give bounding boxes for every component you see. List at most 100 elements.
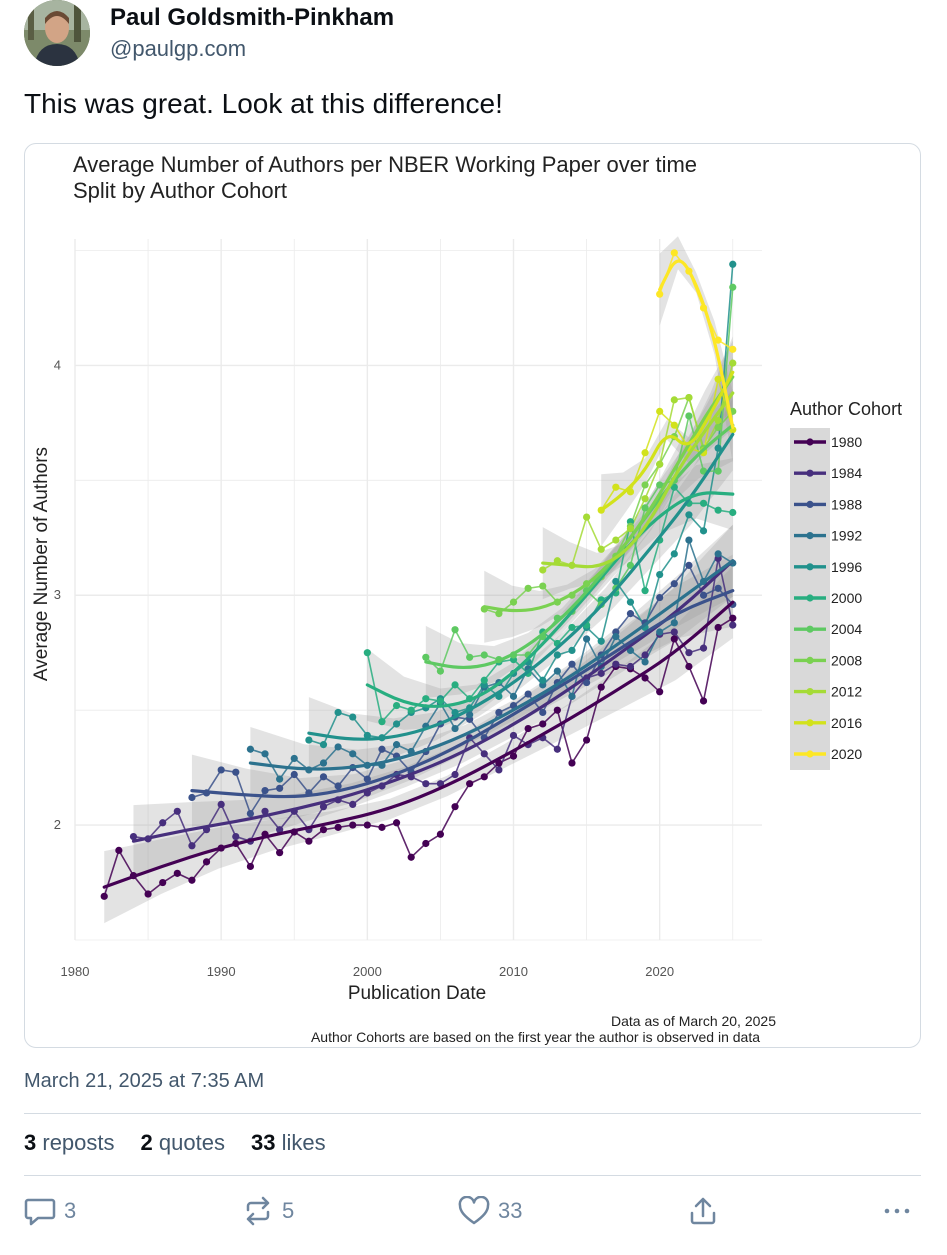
- smooth-line-1996: [307, 432, 735, 741]
- data-point-1996: [597, 637, 605, 645]
- legend-label-2020: 2020: [831, 746, 862, 762]
- legend-label-1996: 1996: [831, 559, 862, 575]
- heart-icon: [458, 1196, 490, 1225]
- data-point-1984: [159, 819, 167, 827]
- divider: [24, 1113, 921, 1114]
- data-point-1980: [524, 724, 532, 733]
- data-point-1980: [685, 662, 693, 671]
- data-point-1996: [612, 577, 620, 586]
- data-point-1984: [188, 842, 196, 850]
- data-point-1992: [582, 635, 591, 643]
- data-point-2016: [714, 375, 722, 383]
- data-point-2008: [641, 481, 649, 489]
- data-point-1980: [319, 826, 328, 834]
- data-point-2000: [363, 649, 371, 657]
- data-point-1984: [349, 800, 357, 808]
- likes-stat[interactable]: 33 likes: [251, 1130, 326, 1156]
- smooth-line-2016: [599, 370, 735, 512]
- series-line-2012: [542, 362, 734, 571]
- data-point-1996: [319, 741, 328, 749]
- reply-button[interactable]: 3: [24, 1196, 76, 1226]
- repost-icon: [246, 1196, 270, 1226]
- data-point-1980: [539, 720, 547, 728]
- data-point-2000: [699, 499, 708, 507]
- data-point-1996: [685, 511, 693, 519]
- data-point-2020: [670, 249, 678, 257]
- author-name[interactable]: Paul Goldsmith-Pinkham: [110, 4, 395, 31]
- like-button[interactable]: 33: [458, 1196, 522, 1226]
- data-point-2012: [656, 460, 664, 468]
- data-point-2004: [480, 651, 488, 659]
- data-point-1984: [509, 731, 518, 740]
- data-point-1980: [436, 830, 445, 838]
- data-point-1996: [553, 651, 561, 659]
- chart-image[interactable]: Average Number of Authors per NBER Worki…: [24, 143, 921, 1048]
- data-point-1992: [349, 750, 357, 758]
- data-point-1980: [699, 697, 708, 705]
- data-point-1984: [217, 800, 225, 808]
- reply-count: 3: [64, 1198, 77, 1223]
- author-handle[interactable]: @paulgp.com: [110, 36, 247, 61]
- data-point-1988: [568, 660, 576, 668]
- chart: Average Number of Authors per NBER Worki…: [31, 152, 902, 1045]
- legend-key-point-2012: [806, 688, 814, 696]
- data-point-1980: [451, 803, 459, 811]
- data-point-2008: [714, 423, 722, 432]
- confidence-band-2008: [484, 340, 733, 643]
- reposts-label: reposts: [42, 1130, 115, 1155]
- data-point-1980: [349, 821, 357, 829]
- post-timestamp[interactable]: March 21, 2025 at 7:35 AM: [24, 1070, 265, 1092]
- data-point-1980: [276, 849, 284, 857]
- data-point-1984: [495, 766, 503, 774]
- legend-key-point-1988: [806, 500, 814, 508]
- data-point-1996: [626, 598, 635, 606]
- data-point-2020: [714, 336, 722, 344]
- legend-key-point-2004: [806, 625, 814, 633]
- share-button[interactable]: [688, 1196, 718, 1226]
- legend-key-point-2020: [806, 750, 814, 758]
- more-options-button[interactable]: [882, 1196, 912, 1226]
- legend-label-2004: 2004: [831, 621, 862, 637]
- data-point-1984: [129, 832, 138, 841]
- data-point-1980: [729, 614, 737, 622]
- data-point-2000: [451, 681, 459, 689]
- data-point-1984: [729, 621, 737, 629]
- legend-key-point-2008: [806, 656, 814, 665]
- data-point-1992: [334, 743, 342, 751]
- data-point-1980: [480, 773, 488, 781]
- data-point-1988: [714, 584, 722, 592]
- data-point-1984: [626, 662, 635, 671]
- avatar[interactable]: [24, 0, 90, 66]
- data-point-2016: [656, 407, 664, 415]
- data-point-1980: [641, 674, 649, 682]
- legend-label-2000: 2000: [831, 590, 862, 606]
- y-tick-label: 3: [54, 587, 61, 602]
- data-point-2008: [495, 610, 503, 618]
- data-point-1988: [524, 690, 532, 698]
- smooth-line-1988: [190, 589, 735, 799]
- x-axis-label: Publication Date: [348, 983, 486, 1004]
- data-point-2012: [714, 416, 722, 425]
- data-point-1988: [188, 793, 196, 802]
- data-point-2016: [670, 421, 678, 429]
- confidence-band-1984: [133, 524, 733, 878]
- data-point-1992: [261, 750, 269, 758]
- smooth-line-1984: [131, 559, 735, 843]
- data-point-2004: [451, 626, 459, 634]
- repost-button[interactable]: 5: [242, 1196, 294, 1226]
- data-point-1984: [261, 807, 269, 815]
- data-point-1984: [276, 826, 284, 834]
- reposts-stat[interactable]: 3 reposts: [24, 1130, 115, 1156]
- data-point-1988: [539, 708, 547, 717]
- data-point-1996: [568, 646, 576, 655]
- chart-title: Average Number of Authors per NBER Worki…: [73, 152, 697, 177]
- smooth-line-1980: [102, 600, 735, 889]
- quotes-stat[interactable]: 2 quotes: [141, 1130, 225, 1156]
- data-point-2004: [729, 283, 737, 291]
- smooth-line-2008: [482, 375, 735, 613]
- data-point-1992: [656, 628, 664, 636]
- data-point-1988: [232, 768, 240, 776]
- data-point-1988: [582, 678, 591, 687]
- data-point-1988: [495, 708, 503, 717]
- data-point-2016: [612, 483, 620, 491]
